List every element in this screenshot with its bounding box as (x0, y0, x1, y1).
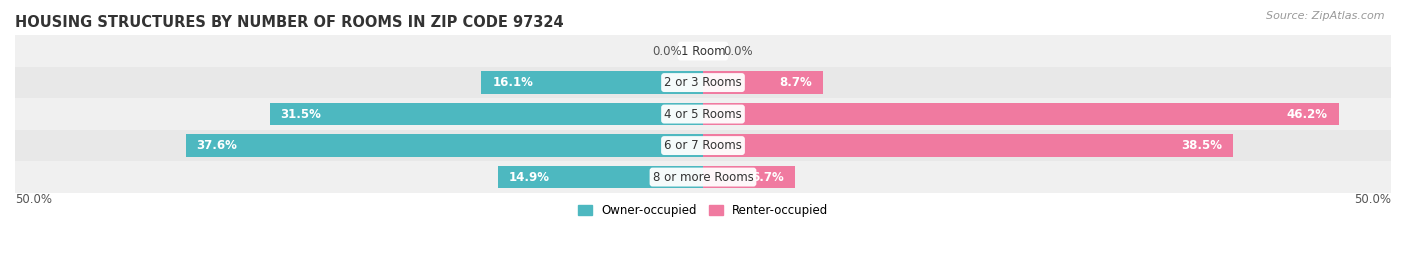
Text: 0.0%: 0.0% (724, 45, 754, 58)
Text: 1 Room: 1 Room (681, 45, 725, 58)
Text: Source: ZipAtlas.com: Source: ZipAtlas.com (1267, 11, 1385, 21)
Bar (498, 166, 703, 188)
Text: 6.7%: 6.7% (751, 171, 785, 183)
Bar (15, 161, 1391, 193)
Bar (703, 103, 1339, 125)
Text: 50.0%: 50.0% (1354, 193, 1391, 206)
Text: 2 or 3 Rooms: 2 or 3 Rooms (664, 76, 742, 89)
Bar (703, 134, 1233, 157)
Text: 14.9%: 14.9% (509, 171, 550, 183)
Text: 8.7%: 8.7% (779, 76, 811, 89)
Bar (703, 166, 796, 188)
Bar (481, 71, 703, 94)
Bar (15, 98, 1391, 130)
Text: 6 or 7 Rooms: 6 or 7 Rooms (664, 139, 742, 152)
Text: 50.0%: 50.0% (15, 193, 52, 206)
Text: 46.2%: 46.2% (1286, 108, 1327, 121)
Bar (15, 67, 1391, 98)
Text: 8 or more Rooms: 8 or more Rooms (652, 171, 754, 183)
Text: 0.0%: 0.0% (652, 45, 682, 58)
Text: 38.5%: 38.5% (1181, 139, 1222, 152)
Text: 31.5%: 31.5% (281, 108, 322, 121)
Legend: Owner-occupied, Renter-occupied: Owner-occupied, Renter-occupied (572, 199, 834, 222)
Bar (15, 35, 1391, 67)
Bar (270, 103, 703, 125)
Bar (15, 130, 1391, 161)
Bar (186, 134, 703, 157)
Text: HOUSING STRUCTURES BY NUMBER OF ROOMS IN ZIP CODE 97324: HOUSING STRUCTURES BY NUMBER OF ROOMS IN… (15, 15, 564, 30)
Text: 37.6%: 37.6% (197, 139, 238, 152)
Bar (703, 71, 823, 94)
Text: 16.1%: 16.1% (492, 76, 533, 89)
Text: 4 or 5 Rooms: 4 or 5 Rooms (664, 108, 742, 121)
